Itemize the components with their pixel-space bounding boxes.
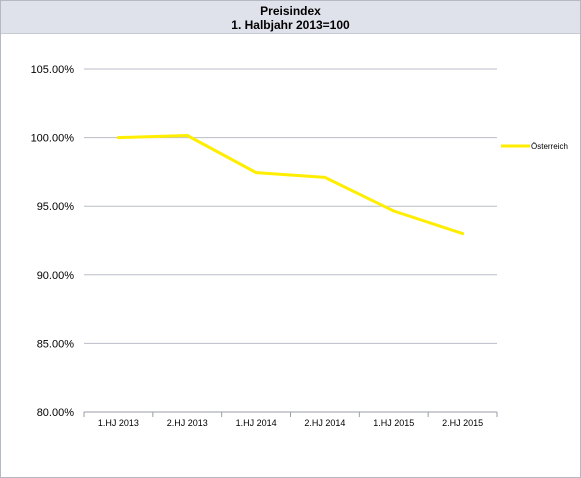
x-tick-label: 1.HJ 2014	[236, 418, 277, 428]
chart-title-bar: Preisindex 1. Halbjahr 2013=100	[1, 1, 580, 34]
data-point	[254, 171, 258, 175]
y-tick-label: 95.00%	[37, 201, 75, 213]
y-tick-label: 85.00%	[37, 338, 75, 350]
data-point	[185, 134, 189, 138]
y-tick-label: 80.00%	[37, 407, 75, 419]
y-tick-label: 90.00%	[37, 270, 75, 282]
y-axis-ticks: 80.00% 85.00% 90.00% 95.00% 100.00% 105.00%	[31, 64, 75, 419]
data-point	[116, 136, 120, 140]
y-tick-label: 105.00%	[31, 64, 75, 76]
legend: Österreich	[501, 142, 568, 151]
data-point	[461, 232, 465, 236]
y-tick-label: 100.00%	[31, 133, 75, 145]
x-tick-label: 2.HJ 2013	[167, 418, 208, 428]
x-tick-label: 2.HJ 2014	[304, 418, 345, 428]
x-tick-label: 1.HJ 2013	[98, 418, 139, 428]
gridlines	[84, 68, 497, 413]
data-point	[392, 209, 396, 213]
data-point	[323, 175, 327, 179]
chart-subtitle: 1. Halbjahr 2013=100	[231, 18, 350, 32]
series-line	[116, 134, 465, 236]
x-tick-label: 1.HJ 2015	[373, 418, 414, 428]
legend-label: Österreich	[531, 142, 568, 151]
chart-title: Preisindex	[260, 4, 321, 18]
x-tick-label: 2.HJ 2015	[442, 418, 483, 428]
series-lines	[116, 134, 465, 236]
x-axis: 1.HJ 2013 2.HJ 2013 1.HJ 2014 2.HJ 2014 1.HJ…	[83, 411, 498, 428]
